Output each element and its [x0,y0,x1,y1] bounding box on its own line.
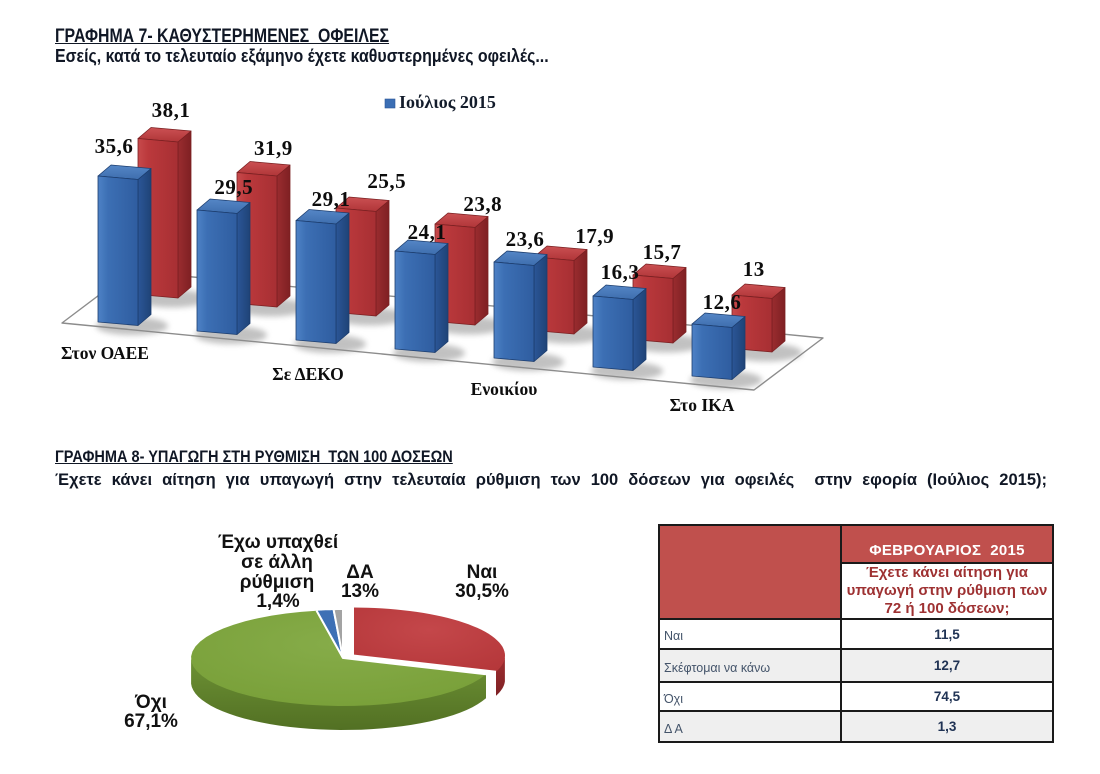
svg-text:15,7: 15,7 [643,240,682,264]
svg-text:29,1: 29,1 [312,187,351,211]
svg-text:67,1%: 67,1% [124,711,178,732]
svg-text:σε άλλη: σε άλλη [241,552,313,573]
svg-text:25,5: 25,5 [367,169,406,193]
svg-text:ρύθμιση: ρύθμιση [240,572,315,593]
svg-text:12,6: 12,6 [703,290,742,314]
svg-text:Ιούλιος 2015: Ιούλιος 2015 [399,92,496,112]
svg-text:Έχω υπαχθεί: Έχω υπαχθεί [218,532,338,553]
svg-text:ΔΑ: ΔΑ [346,562,374,583]
svg-text:23,6: 23,6 [506,227,545,251]
svg-text:35,6: 35,6 [95,134,134,158]
svg-text:Σε ΔΕΚΟ: Σε ΔΕΚΟ [272,364,343,384]
svg-text:Στον ΟΑΕΕ: Στον ΟΑΕΕ [61,343,149,363]
svg-text:30,5%: 30,5% [455,581,509,602]
svg-text:Ενοικίου: Ενοικίου [471,379,538,399]
svg-text:Όχι: Όχι [134,692,167,713]
svg-text:1,4%: 1,4% [256,591,299,612]
svg-text:29,5: 29,5 [214,175,253,199]
svg-text:16,3: 16,3 [601,260,640,284]
svg-text:Ναι: Ναι [467,562,498,583]
svg-text:24,1: 24,1 [408,220,447,244]
svg-text:38,1: 38,1 [152,98,191,122]
svg-text:13%: 13% [341,581,379,602]
svg-text:23,8: 23,8 [463,192,502,216]
svg-text:31,9: 31,9 [254,136,293,160]
svg-text:13: 13 [743,257,765,281]
svg-text:Στο ΙΚΑ: Στο ΙΚΑ [670,395,735,415]
svg-text:17,9: 17,9 [575,224,614,248]
